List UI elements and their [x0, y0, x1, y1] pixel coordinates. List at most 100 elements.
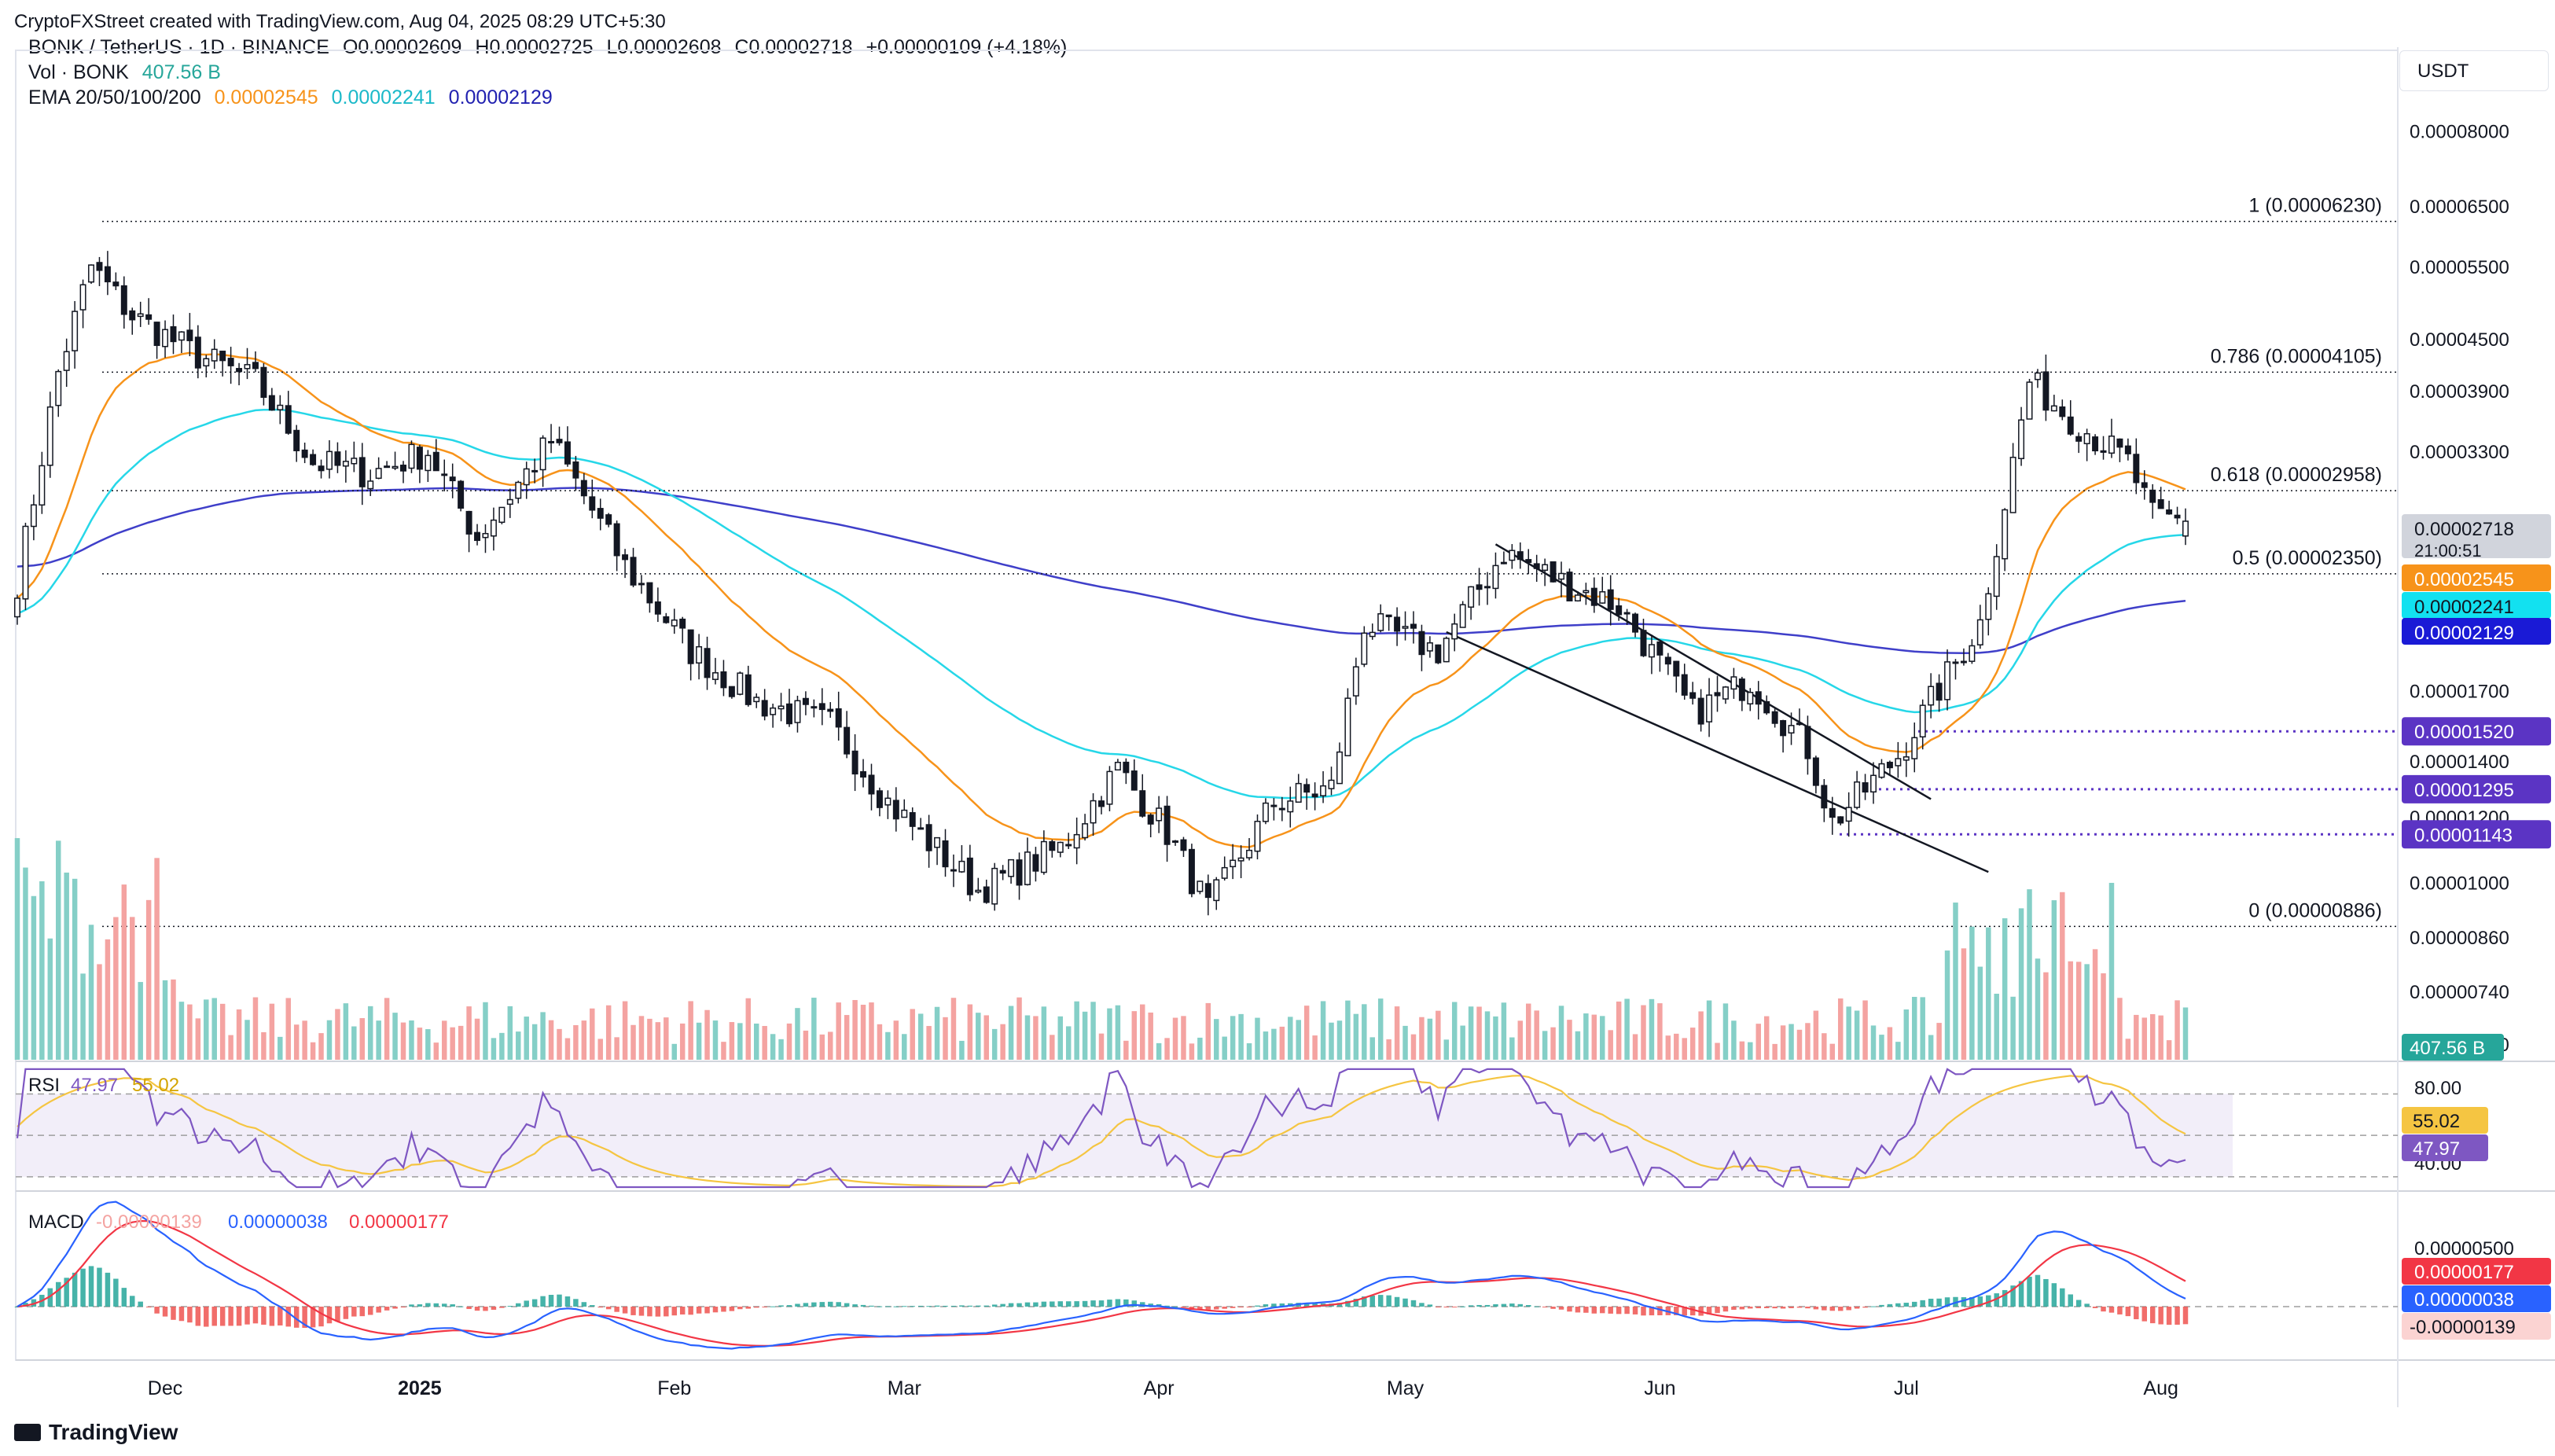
macd-hist-bar: [1969, 1296, 1975, 1307]
candle-body: [1706, 694, 1713, 722]
ema50-line: [17, 408, 2186, 800]
macd-hist-bar: [860, 1304, 866, 1307]
volume-label: Vol · BONK: [28, 61, 129, 83]
candle-body: [506, 498, 513, 506]
support-price-tag-text: 0.00001143: [2414, 825, 2513, 846]
macd-hist-bar: [236, 1307, 242, 1326]
macd-hist-bar: [1098, 1300, 1105, 1307]
chart-credit: CryptoFXStreet created with TradingView.…: [14, 11, 666, 32]
macd-hist-bar: [2108, 1307, 2115, 1313]
candle-body: [1976, 619, 1983, 645]
currency-unit-selector[interactable]: USDT: [2399, 50, 2549, 91]
time-axis-label: Dec: [148, 1377, 182, 1399]
volume-bar: [1427, 1018, 1433, 1060]
macd-hist-bar: [1813, 1307, 1819, 1310]
macd-hist-bar: [507, 1306, 513, 1307]
macd-hist-bar: [252, 1307, 259, 1324]
candle-body: [818, 703, 825, 711]
macd-hist-bar: [573, 1299, 579, 1307]
volume-bar: [1649, 998, 1655, 1060]
macd-hist-bar: [1000, 1303, 1005, 1307]
volume-bar: [1558, 1006, 1564, 1060]
volume-bar: [1944, 950, 1950, 1060]
candle-body: [2174, 514, 2181, 519]
volume-bar: [1632, 1034, 1638, 1060]
volume-bar: [31, 895, 37, 1060]
candle-body: [1533, 563, 1540, 569]
volume-bar: [376, 1020, 381, 1060]
macd-hist-bar: [2035, 1274, 2041, 1307]
candle-body: [1443, 638, 1450, 663]
macd-hist-bar: [2117, 1307, 2123, 1314]
candle-body: [539, 437, 546, 471]
volume-bar: [1870, 1025, 1877, 1060]
volume-bar: [1846, 1006, 1851, 1060]
volume-bar: [145, 899, 152, 1060]
macd-hist-bar: [1074, 1301, 1079, 1307]
candle-body: [1870, 774, 1877, 793]
volume-bar: [1090, 1002, 1096, 1060]
volume-bar: [573, 1024, 579, 1060]
volume-bar: [2108, 882, 2115, 1060]
candle-body: [170, 325, 177, 343]
macd-hist-bar: [442, 1303, 447, 1307]
volume-bar: [1772, 1043, 1777, 1060]
volume-bar: [1920, 997, 1925, 1060]
volume-bar: [1189, 1043, 1195, 1060]
time-axis-label: Feb: [657, 1377, 691, 1399]
candle-body: [523, 468, 530, 486]
support-price-tag: [2402, 717, 2551, 746]
macd-hist-bar: [425, 1303, 431, 1307]
macd-hist-bar: [712, 1307, 719, 1313]
time-axis-label: Apr: [1144, 1377, 1175, 1399]
price-tag: [2402, 514, 2551, 558]
macd-hist-bar: [1632, 1307, 1638, 1314]
candle-body: [1180, 839, 1187, 851]
candle-body: [605, 514, 612, 525]
rsi-ma-tag-text: 55.02: [2413, 1111, 2460, 1132]
volume-bar: [902, 1034, 907, 1060]
volume-bar: [557, 1028, 562, 1060]
volume-bar: [917, 1013, 924, 1060]
candle-body: [277, 404, 284, 410]
candle-body: [622, 554, 629, 561]
candle-body: [227, 358, 234, 366]
candle-body: [1418, 631, 1425, 656]
volume-bar: [959, 1040, 965, 1060]
macd-hist-bar: [1846, 1307, 1851, 1311]
volume-bar: [442, 1020, 447, 1060]
macd-hist-bar: [2166, 1307, 2172, 1325]
candle-body: [1090, 800, 1097, 824]
volume-bar: [23, 867, 28, 1060]
candle-body: [1287, 800, 1294, 813]
macd-hist-bar: [1936, 1298, 1942, 1307]
candle-body: [901, 809, 908, 818]
candle-body: [638, 583, 645, 586]
candle-body: [153, 322, 160, 347]
candle-body: [1230, 859, 1237, 868]
macd-hist-bar: [1674, 1307, 1679, 1315]
ema-legend: EMA 20/50/100/200 0.00002545 0.00002241 …: [28, 86, 561, 109]
volume-bar: [679, 1023, 686, 1060]
macd-hist-bar: [786, 1305, 792, 1307]
candle-body: [1492, 564, 1499, 590]
volume-bar: [121, 884, 127, 1060]
macd-hist-bar: [1961, 1297, 1967, 1307]
price-tag-text: 0.00002718: [2414, 519, 2514, 540]
macd-hist-bar: [1788, 1307, 1794, 1309]
candle-body: [2149, 489, 2156, 503]
volume-bar: [1345, 1000, 1351, 1060]
volume-bar: [1748, 1042, 1753, 1060]
macd-hist-tag: [2402, 1313, 2551, 1340]
candle-body: [186, 329, 193, 341]
volume-bar: [1879, 1035, 1884, 1060]
fib-level-label: 0.5 (0.00002350): [2233, 547, 2382, 569]
volume-bar: [1139, 1004, 1145, 1060]
candle-body: [1911, 737, 1918, 759]
macd-hist-bar: [417, 1304, 423, 1307]
macd-hist-bar: [934, 1305, 940, 1307]
candle-body: [1854, 781, 1861, 808]
candle-body: [876, 790, 883, 808]
macd-hist-bar: [55, 1281, 61, 1307]
